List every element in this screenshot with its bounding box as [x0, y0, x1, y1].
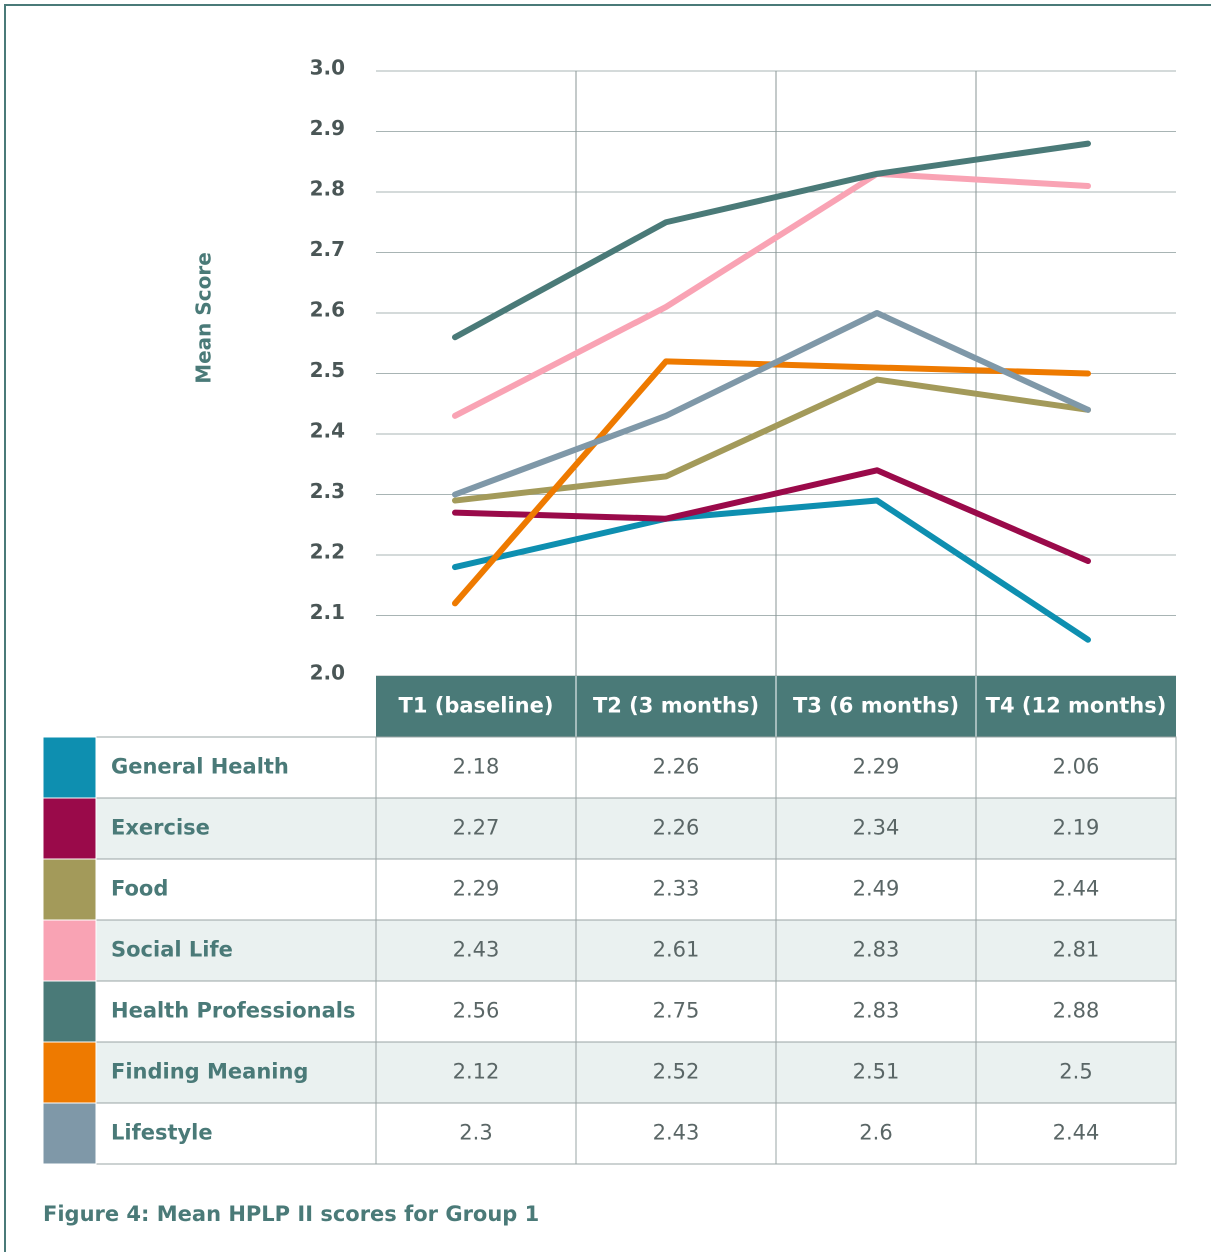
- legend-swatch: [42, 1102, 97, 1165]
- column-header: T4 (12 months): [986, 694, 1167, 718]
- table-value: 2.29: [853, 755, 900, 779]
- table-value: 2.18: [453, 755, 500, 779]
- table-value: 2.44: [1053, 877, 1100, 901]
- legend-label: Social Life: [111, 938, 233, 962]
- legend-swatch: [42, 797, 97, 860]
- frame: [4, 4, 1211, 1252]
- table-value: 2.83: [853, 999, 900, 1023]
- legend-swatch: [42, 919, 97, 982]
- caption: Figure 4: Mean HPLP II scores for Group …: [43, 1202, 539, 1226]
- column-header: T1 (baseline): [399, 694, 554, 718]
- legend-label: Food: [111, 877, 168, 901]
- table-value: 2.26: [653, 816, 700, 840]
- table-value: 2.49: [853, 877, 900, 901]
- y-tick-label: 2.6: [310, 298, 345, 322]
- table-value: 2.81: [1053, 938, 1100, 962]
- table-value: 2.88: [1053, 999, 1100, 1023]
- y-tick-label: 2.7: [310, 237, 345, 261]
- table-row: [95, 858, 1177, 921]
- table-row: [95, 797, 1177, 860]
- legend-swatch: [42, 858, 97, 921]
- table-value: 2.61: [653, 938, 700, 962]
- series-line: [452, 467, 1091, 565]
- legend-label: General Health: [111, 755, 289, 779]
- table-value: 2.6: [859, 1121, 892, 1145]
- table-row: [95, 1041, 1177, 1104]
- series-line: [452, 140, 1091, 341]
- legend-swatch: [42, 980, 97, 1043]
- y-axis-label: Mean Score: [192, 252, 216, 384]
- table-row: [95, 1102, 1177, 1165]
- series-line: [452, 376, 1091, 504]
- table-value: 2.52: [653, 1060, 700, 1084]
- legend-label: Lifestyle: [111, 1121, 213, 1145]
- y-tick-label: 2.9: [310, 116, 345, 140]
- table-value: 2.33: [653, 877, 700, 901]
- y-tick-label: 2.4: [310, 419, 345, 443]
- y-tick-label: 2.1: [310, 600, 345, 624]
- table-value: 2.29: [453, 877, 500, 901]
- table-value: 2.27: [453, 816, 500, 840]
- table-value: 2.75: [653, 999, 700, 1023]
- legend-swatch: [42, 1041, 97, 1104]
- table-row: [95, 919, 1177, 982]
- y-tick-label: 2.3: [310, 479, 345, 503]
- y-tick-label: 3.0: [310, 56, 345, 80]
- table-value: 2.83: [853, 938, 900, 962]
- table-value: 2.12: [453, 1060, 500, 1084]
- table-value: 2.56: [453, 999, 500, 1023]
- column-header: T2 (3 months): [593, 694, 759, 718]
- table-value: 2.26: [653, 755, 700, 779]
- y-tick-label: 2.8: [310, 177, 345, 201]
- series-line: [452, 497, 1091, 643]
- table-value: 2.43: [453, 938, 500, 962]
- y-tick-label: 2.0: [310, 661, 345, 685]
- y-tick-label: 2.2: [310, 540, 345, 564]
- table-value: 2.06: [1053, 755, 1100, 779]
- series-line: [452, 310, 1091, 498]
- legend-swatch: [42, 736, 97, 799]
- table-value: 2.44: [1053, 1121, 1100, 1145]
- table-value: 2.51: [853, 1060, 900, 1084]
- table-value: 2.5: [1059, 1060, 1092, 1084]
- column-header: T3 (6 months): [793, 694, 959, 718]
- table-value: 2.3: [459, 1121, 492, 1145]
- table-value: 2.34: [853, 816, 900, 840]
- legend-label: Finding Meaning: [111, 1060, 308, 1084]
- table-value: 2.19: [1053, 816, 1100, 840]
- y-tick-label: 2.5: [310, 358, 345, 382]
- legend-label: Health Professionals: [111, 999, 355, 1023]
- table-row: [95, 980, 1177, 1043]
- legend-label: Exercise: [111, 816, 210, 840]
- table-value: 2.43: [653, 1121, 700, 1145]
- series-line: [452, 170, 1091, 419]
